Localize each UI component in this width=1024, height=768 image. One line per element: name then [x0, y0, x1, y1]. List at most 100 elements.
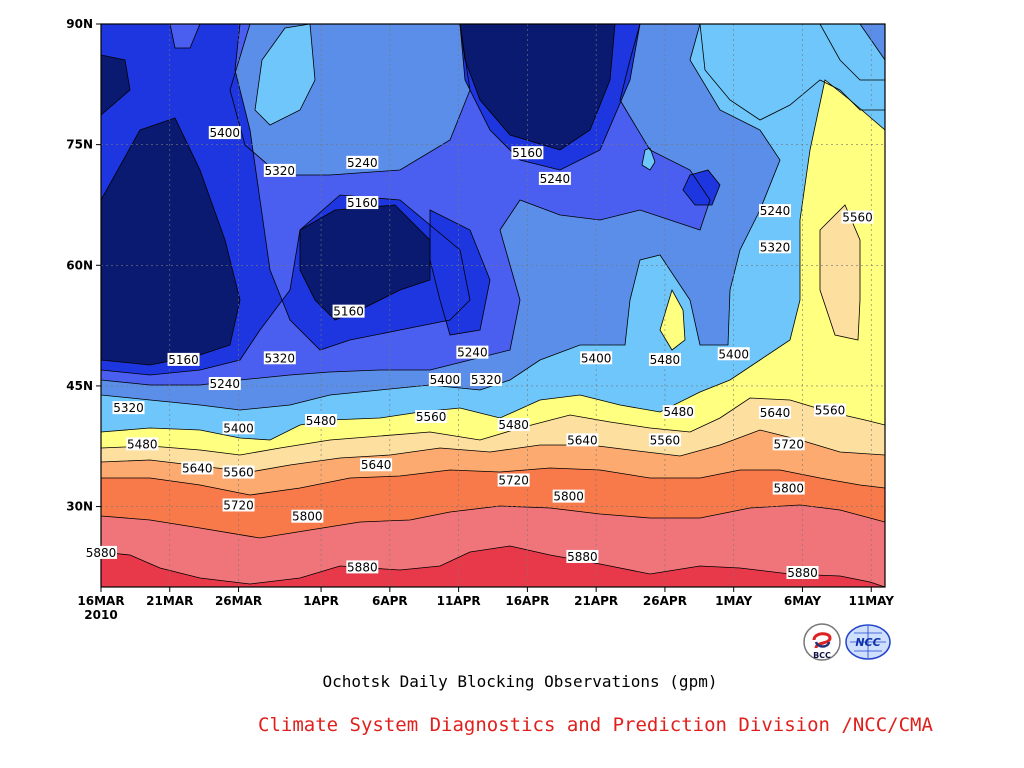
y-tick-label: 30N — [66, 500, 93, 514]
contour-label: 5480 — [306, 414, 337, 428]
contour-label: 5320 — [113, 401, 144, 415]
contour-label-bg — [360, 458, 393, 472]
contour-label: 5160 — [333, 305, 364, 319]
contour-line — [101, 467, 885, 587]
contour-fills — [101, 24, 885, 587]
contour-label-bg — [222, 465, 255, 479]
contour-line — [459, 24, 616, 151]
contour-line — [101, 24, 885, 411]
contour-label: 5640 — [567, 433, 598, 447]
contour-label: 5320 — [265, 164, 296, 178]
contour-label-bg — [415, 409, 448, 423]
contour-label: 5480 — [127, 437, 158, 451]
band-5560-5640-b — [820, 205, 860, 340]
contour-line — [101, 24, 471, 376]
contour-label: 5640 — [182, 461, 213, 475]
contour-label: 5240 — [347, 156, 378, 170]
contour-label-bg — [758, 240, 791, 254]
contour-label-bg — [772, 481, 805, 495]
x-year-label: 2010 — [84, 608, 117, 622]
contour-label: 5880 — [567, 550, 598, 564]
contour-label-bg — [662, 405, 695, 419]
bcc-logo: BCC — [803, 623, 841, 661]
contour-label-bg — [497, 418, 530, 432]
contour-label: 5320 — [265, 351, 296, 365]
band-above-5880 — [101, 546, 885, 587]
contour-line — [641, 147, 656, 171]
contour-line — [459, 24, 641, 171]
contour-label: 5800 — [773, 482, 804, 496]
x-tick-label: 21MAR — [146, 594, 193, 608]
contour-label-bg — [758, 204, 791, 218]
contour-label: 5560 — [842, 211, 873, 225]
x-tick-label: 6MAY — [784, 594, 821, 608]
contour-label: 5400 — [430, 373, 461, 387]
contour-label-bg — [538, 171, 571, 185]
contour-label: 5400 — [718, 347, 749, 361]
contour-label: 5880 — [347, 560, 378, 574]
contour-label: 5480 — [650, 353, 681, 367]
contour-label-bg — [813, 403, 846, 417]
contour-label: 5800 — [292, 510, 323, 524]
contour-label-bg — [346, 196, 379, 210]
contour-label: 5400 — [210, 126, 241, 140]
band-5160-5240-c — [430, 210, 490, 335]
contour-label-bg — [456, 345, 489, 359]
y-tick-label: 45N — [66, 379, 93, 393]
contour-line — [429, 209, 491, 336]
contour-label: 5160 — [512, 146, 543, 160]
contour-label-bg — [291, 509, 324, 523]
contour-label-bg — [470, 372, 503, 386]
contour-label: 5400 — [223, 421, 254, 435]
contour-label-bg — [222, 498, 255, 512]
contour-line — [101, 24, 711, 386]
contour-label: 5480 — [498, 418, 529, 432]
contour-label-bg — [263, 351, 296, 365]
contour-label-bg — [566, 549, 599, 563]
contour-label-bg — [208, 377, 241, 391]
contour-label: 5160 — [347, 196, 378, 210]
contour-label-bg — [222, 421, 255, 435]
x-tick-label: 26MAR — [215, 594, 262, 608]
contour-label: 5640 — [760, 406, 791, 420]
contour-line — [101, 79, 885, 587]
contour-label: 5640 — [361, 458, 392, 472]
contour-label-bg — [497, 473, 530, 487]
contour-label-bg — [167, 352, 200, 366]
x-tick-label: 26APR — [643, 594, 687, 608]
contour-label: 5240 — [540, 172, 571, 186]
contour-label-bg — [648, 433, 681, 447]
plot-frame — [100, 23, 886, 588]
x-tick-label: 11APR — [437, 594, 481, 608]
contour-labels: 5400 5320 5240 5160 5160 5160 5240 5240 5320 5400… — [85, 126, 874, 580]
contour-label: 5880 — [787, 566, 818, 580]
contour-line — [101, 54, 241, 366]
contour-label-bg — [758, 405, 791, 419]
contour-label-bg — [126, 437, 159, 451]
y-tick-label: 75N — [66, 138, 93, 152]
contour-label: 5240 — [210, 377, 241, 391]
band-below-5160-c — [460, 24, 615, 150]
contour-label: 5400 — [581, 351, 612, 365]
contour-label-bg — [552, 489, 585, 503]
contour-label: 5880 — [86, 546, 117, 560]
y-tick-label: 60N — [66, 258, 93, 272]
contour-label-bg — [717, 347, 750, 361]
contour-label-bg — [181, 461, 214, 475]
contour-label-bg — [263, 163, 296, 177]
contour-label: 5720 — [498, 474, 529, 488]
band-5480-5560-b — [660, 290, 685, 350]
contour-label-bg — [305, 414, 338, 428]
contour-label: 5720 — [773, 437, 804, 451]
contour-line — [101, 545, 885, 587]
contour-label-bg — [332, 304, 365, 318]
contour-label: 5720 — [223, 498, 254, 512]
contour-line — [699, 24, 885, 121]
contour-label-bg — [648, 352, 681, 366]
contour-label-bg — [208, 126, 241, 140]
contour-label-bg — [511, 146, 544, 160]
svg-text:BCC: BCC — [813, 651, 831, 660]
x-tick-label: 16APR — [505, 594, 549, 608]
chart-title: Ochotsk Daily Blocking Observations (gpm… — [322, 672, 718, 691]
